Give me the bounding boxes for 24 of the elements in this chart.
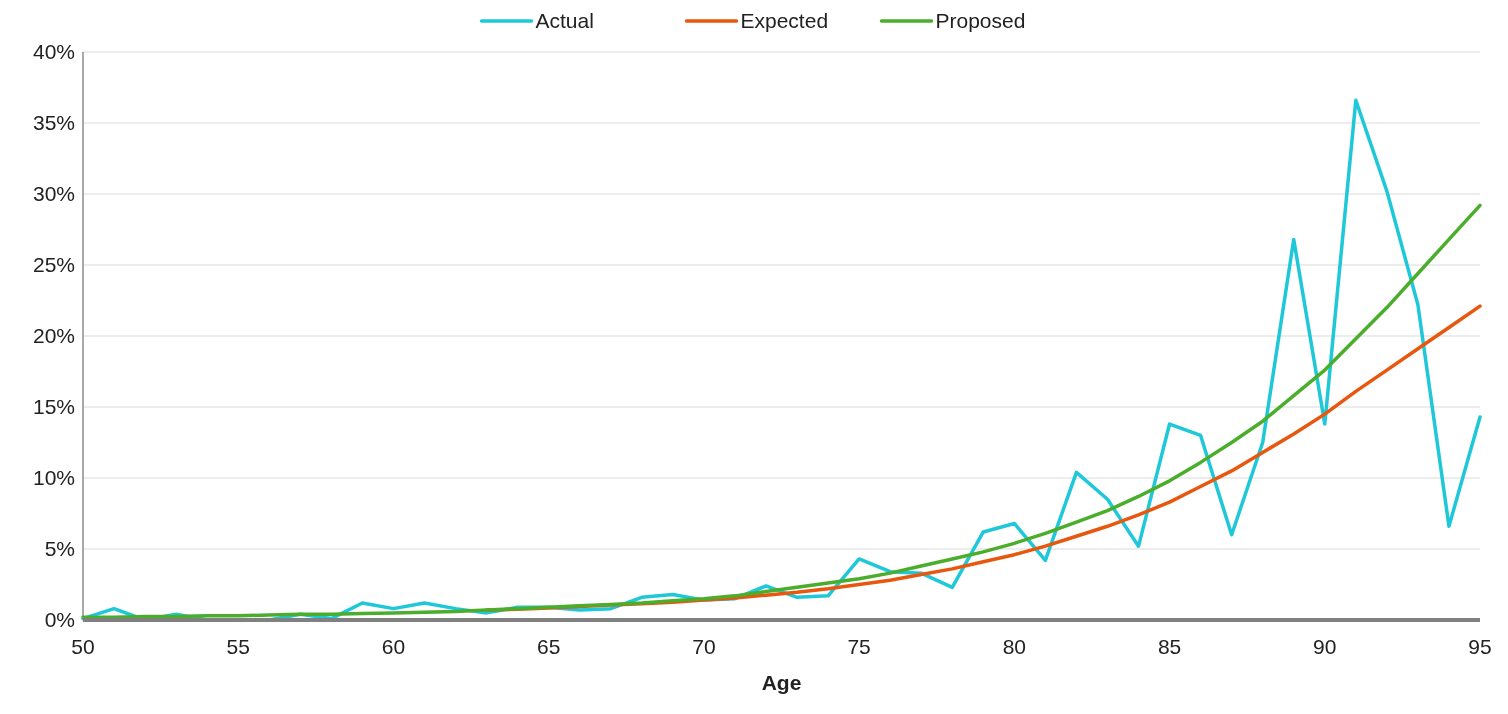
x-tick-label: 55 bbox=[226, 635, 250, 658]
x-tick-label: 60 bbox=[381, 635, 406, 658]
y-tick-label: 30% bbox=[32, 182, 75, 206]
x-tick-label: 95 bbox=[1468, 635, 1492, 658]
x-tick-label: 75 bbox=[847, 635, 871, 658]
x-tick-label: 50 bbox=[71, 635, 95, 658]
y-tick-label: 0% bbox=[44, 608, 75, 632]
y-tick-label: 15% bbox=[32, 395, 75, 419]
legend-label: Proposed bbox=[935, 9, 1026, 33]
y-tick-label: 20% bbox=[32, 324, 75, 348]
legend-label: Expected bbox=[740, 9, 829, 33]
x-tick-label: 90 bbox=[1313, 635, 1337, 658]
y-tick-label: 5% bbox=[44, 537, 75, 561]
y-tick-label: 40% bbox=[32, 40, 75, 64]
y-tick-label: 35% bbox=[32, 111, 75, 135]
x-tick-label: 70 bbox=[692, 635, 716, 658]
x-axis-title: Age bbox=[761, 671, 802, 694]
x-tick-label: 85 bbox=[1157, 635, 1182, 658]
y-tick-label: 10% bbox=[32, 466, 75, 490]
line-series bbox=[81, 203, 1482, 619]
y-tick-label: 25% bbox=[32, 253, 75, 277]
legend-label: Actual bbox=[535, 9, 594, 33]
x-tick-label: 65 bbox=[536, 635, 561, 658]
x-tick-label: 80 bbox=[1002, 635, 1027, 658]
